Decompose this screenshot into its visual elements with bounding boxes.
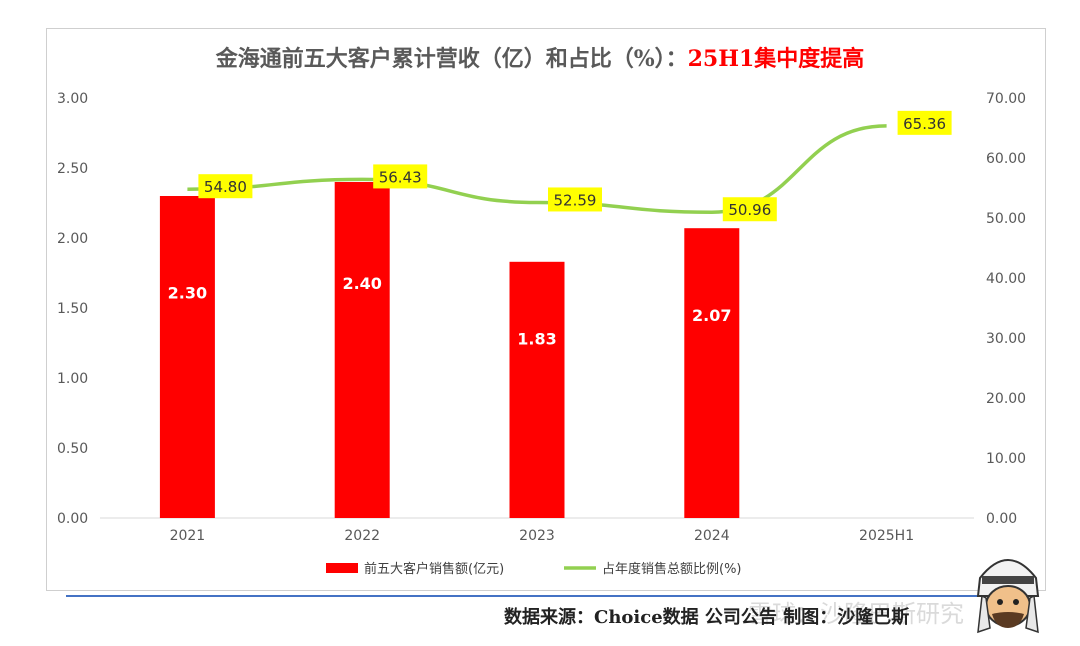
watermark: 雪球：沙隆巴斯研究 <box>748 600 964 628</box>
ratio-line <box>187 124 887 214</box>
right-tick-label: 40.00 <box>986 271 1026 287</box>
left-tick-label: 2.00 <box>57 231 88 247</box>
bar-value-label: 2.30 <box>168 284 207 303</box>
bar-value-label: 2.07 <box>692 306 731 325</box>
legend: 前五大客户销售额(亿元) 占年度销售总额比例(%) <box>326 561 742 577</box>
right-tick-label: 0.00 <box>986 511 1017 527</box>
ratio-label-bg <box>548 187 602 212</box>
left-tick-label: 0.50 <box>57 441 88 457</box>
left-tick-label: 3.00 <box>57 91 88 107</box>
left-axis: 0.00 0.50 1.00 1.50 2.00 2.50 3.00 <box>57 91 88 527</box>
chart-title-main: 金海通前五大客户累计营收（亿）和占比（%）： <box>215 46 688 72</box>
bar-2022 <box>334 182 390 518</box>
right-axis: 0.00 10.00 20.00 30.00 40.00 50.00 60.00 70.00 <box>986 91 1026 527</box>
chart-title-highlight: 25H1集中度提高 <box>688 46 865 72</box>
right-tick-label: 60.00 <box>986 151 1026 167</box>
ratio-label-bg <box>897 110 952 135</box>
ratio-label-bg <box>722 197 777 222</box>
x-axis: 2021 2022 2023 2024 2025H1 <box>170 528 915 544</box>
ratio-label-bg <box>198 174 253 199</box>
right-tick-label: 50.00 <box>986 211 1026 227</box>
right-tick-label: 10.00 <box>986 451 1026 467</box>
line-series: 54.80 56.43 52.59 50.96 65.36 <box>187 110 952 222</box>
right-tick-label: 20.00 <box>986 391 1026 407</box>
bar-series: 2.30 2.40 1.83 2.07 <box>159 182 740 518</box>
legend-bar-swatch <box>326 563 358 573</box>
legend-bar-label: 前五大客户销售额(亿元) <box>364 561 504 577</box>
bar-2023 <box>509 261 565 518</box>
ratio-value-label: 54.80 <box>204 178 247 196</box>
footer-divider <box>66 595 986 597</box>
source-note: 数据来源：Choice数据 公司公告 制图：沙隆巴斯 <box>504 607 910 628</box>
left-tick-label: 1.00 <box>57 371 88 387</box>
chart-title: 金海通前五大客户累计营收（亿）和占比（%）：25H1集中度提高 <box>215 46 865 72</box>
right-tick-label: 70.00 <box>986 91 1026 107</box>
bar-2021 <box>159 196 215 518</box>
left-tick-label: 1.50 <box>57 301 88 317</box>
ratio-value-label: 52.59 <box>554 191 597 209</box>
left-tick-label: 2.50 <box>57 161 88 177</box>
ratio-value-label: 50.96 <box>728 201 771 219</box>
x-tick-label: 2022 <box>344 528 380 544</box>
bar-value-label: 2.40 <box>342 274 381 293</box>
ratio-value-label: 65.36 <box>903 115 946 133</box>
x-tick-label: 2025H1 <box>859 528 914 544</box>
mascot-avatar-icon <box>976 559 1040 634</box>
x-tick-label: 2024 <box>694 528 730 544</box>
right-tick-label: 30.00 <box>986 331 1026 347</box>
x-tick-label: 2023 <box>519 528 555 544</box>
ratio-label-bg <box>373 164 428 189</box>
legend-line-label: 占年度销售总额比例(%) <box>602 561 742 577</box>
left-tick-label: 0.00 <box>57 511 88 527</box>
bar-2024 <box>684 228 740 518</box>
x-tick-label: 2021 <box>170 528 206 544</box>
ratio-value-label: 56.43 <box>379 168 422 186</box>
bar-value-label: 1.83 <box>517 330 556 349</box>
